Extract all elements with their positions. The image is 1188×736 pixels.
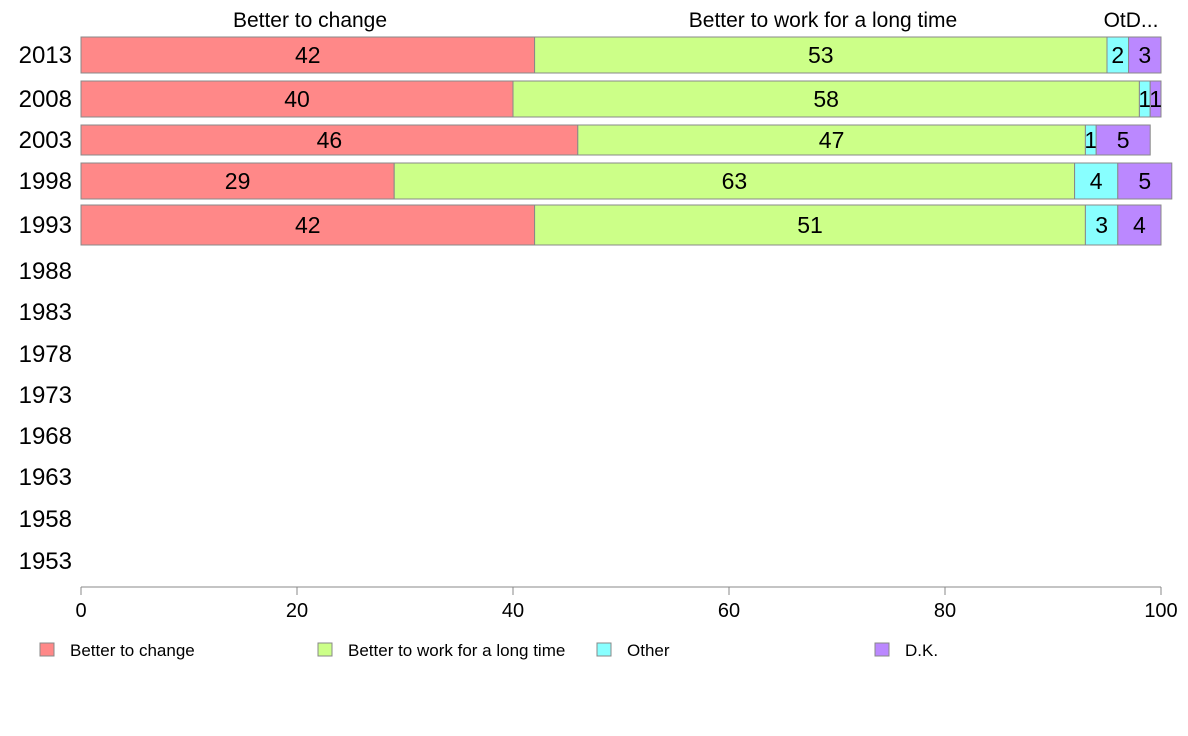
legend-label: D.K.: [905, 641, 938, 660]
data-label: 47: [819, 127, 845, 153]
column-header: Better to work for a long time: [689, 9, 957, 32]
bar-segment: [393, 162, 1076, 200]
category-label: 2013: [19, 42, 72, 69]
x-tick-label: 100: [1144, 600, 1177, 622]
column-header: Better to change: [233, 9, 387, 32]
legend-label: Better to work for a long time: [348, 641, 565, 660]
data-label: 4: [1090, 168, 1103, 194]
data-label: 5: [1117, 127, 1130, 153]
bar-segment: [1128, 36, 1162, 74]
bar-segment: [534, 36, 1108, 74]
category-label: 1953: [19, 548, 72, 575]
x-tick-label: 60: [718, 600, 740, 622]
data-label: 42: [295, 42, 321, 68]
x-tick-label: 20: [286, 600, 308, 622]
x-tick-label: 80: [934, 600, 956, 622]
data-label: 4: [1133, 212, 1146, 238]
legend: Better to change Better to work for a lon…: [39, 641, 938, 660]
data-label: 51: [797, 212, 823, 238]
data-label: 2: [1111, 42, 1124, 68]
data-label: 5: [1138, 168, 1151, 194]
legend-label: Other: [627, 641, 670, 660]
data-label: 42: [295, 212, 321, 238]
x-axis: 0 20 40 60 80 100: [75, 586, 1178, 622]
data-label: 3: [1138, 42, 1151, 68]
data-label: 63: [722, 168, 748, 194]
category-labels: 2013 2008 2003 1998 1993 1988 1983 1978 1973 1968…: [19, 42, 72, 575]
column-headers: Better to change Better to work for a lon…: [233, 9, 1158, 32]
data-label: 1: [1084, 127, 1097, 153]
bar-segment: [1149, 80, 1162, 118]
data-label: 58: [813, 86, 839, 112]
bar-segment: [577, 124, 1086, 156]
data-label: 29: [225, 168, 251, 194]
bar-segment: [1095, 124, 1151, 156]
bar-segment: [1084, 204, 1119, 246]
category-label: 1958: [19, 506, 72, 533]
category-label: 1968: [19, 423, 72, 450]
data-label: 1: [1149, 86, 1162, 112]
bar-segment: [1117, 162, 1173, 200]
bar-segment: [80, 36, 536, 74]
bar-segment: [1117, 204, 1162, 246]
bar-segment: [80, 204, 536, 246]
data-label: 46: [317, 127, 343, 153]
legend-swatch: [39, 642, 55, 657]
bar-segment: [1074, 162, 1119, 200]
category-label: 1963: [19, 464, 72, 491]
data-label: 53: [808, 42, 834, 68]
category-label: 2003: [19, 127, 72, 154]
data-label: 1: [1138, 86, 1151, 112]
legend-label: Better to change: [70, 641, 195, 660]
category-label: 1993: [19, 212, 72, 239]
bar-segment: [512, 80, 1140, 118]
data-label: 3: [1095, 212, 1108, 238]
legend-swatch: [317, 642, 333, 657]
category-label: 1973: [19, 382, 72, 409]
category-label: 2008: [19, 86, 72, 113]
bar-segment: [80, 124, 579, 156]
category-label: 1983: [19, 299, 72, 326]
bar-segment: [80, 162, 395, 200]
x-tick-label: 0: [75, 600, 86, 622]
category-label: 1998: [19, 168, 72, 195]
legend-swatch: [596, 642, 612, 657]
bar-segment: [80, 80, 514, 118]
category-label: 1988: [19, 258, 72, 285]
category-label: 1978: [19, 341, 72, 368]
column-header: OtD...: [1104, 9, 1159, 32]
bar-segment: [534, 204, 1086, 246]
x-tick-label: 40: [502, 600, 524, 622]
legend-swatch: [874, 642, 890, 657]
data-label: 40: [284, 86, 310, 112]
